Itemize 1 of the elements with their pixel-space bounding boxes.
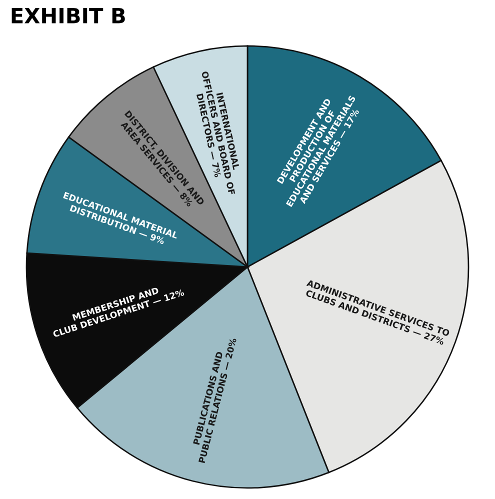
chart-title: EXHIBIT B bbox=[12, 8, 125, 24]
